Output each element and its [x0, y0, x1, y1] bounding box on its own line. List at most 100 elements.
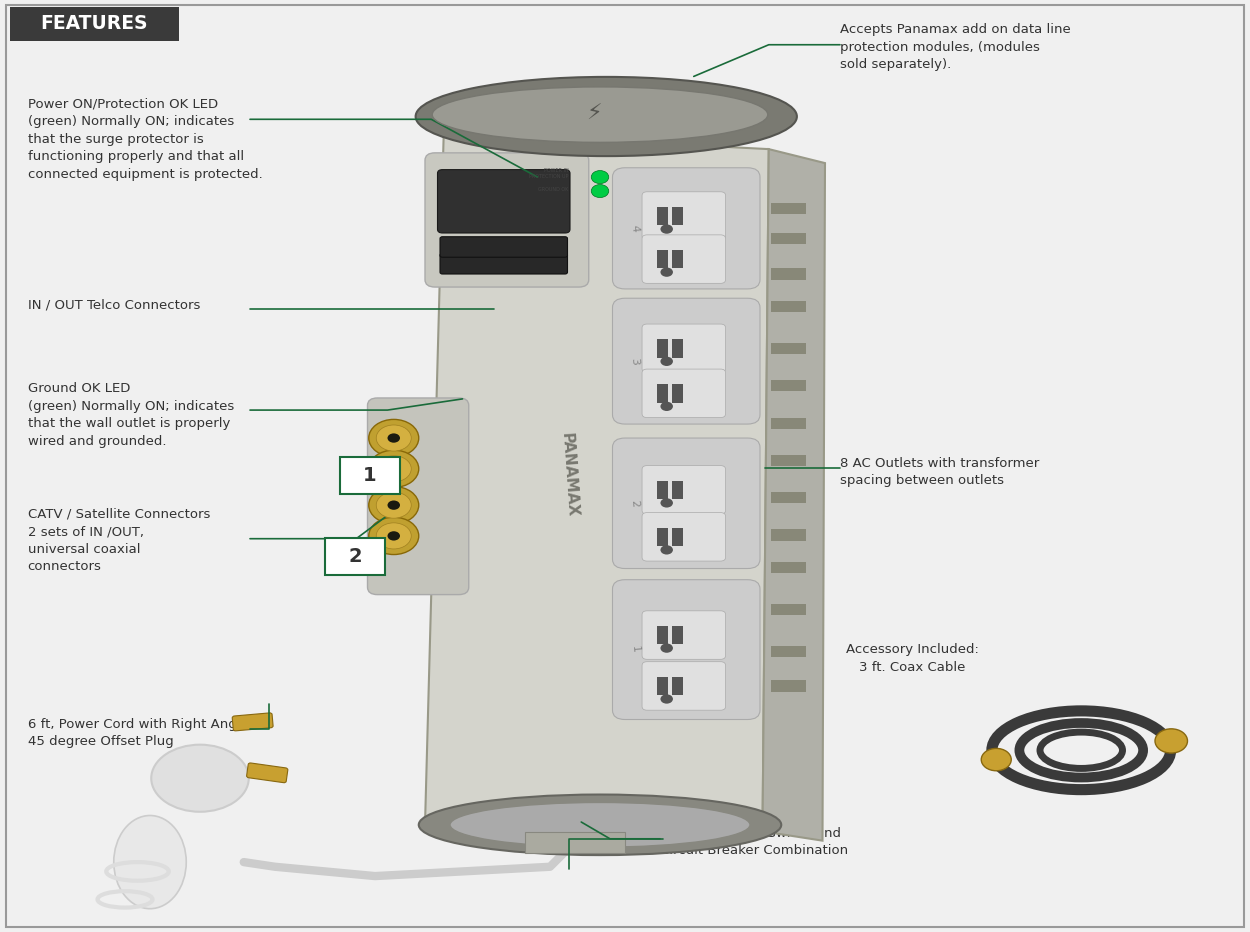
Bar: [771, 562, 806, 573]
Bar: [10, 7, 179, 41]
Circle shape: [660, 402, 672, 411]
Bar: [656, 339, 668, 358]
Circle shape: [981, 748, 1011, 771]
FancyBboxPatch shape: [232, 713, 272, 731]
Ellipse shape: [419, 794, 781, 856]
Bar: [771, 418, 806, 429]
Circle shape: [376, 492, 411, 518]
Text: 8 AC Outlets with transformer
spacing between outlets: 8 AC Outlets with transformer spacing be…: [840, 457, 1039, 487]
Bar: [771, 529, 806, 541]
Bar: [340, 457, 400, 494]
FancyBboxPatch shape: [642, 610, 725, 659]
FancyBboxPatch shape: [612, 168, 760, 289]
FancyBboxPatch shape: [612, 298, 760, 424]
Circle shape: [376, 456, 411, 482]
Bar: [656, 384, 668, 403]
Text: CATV / Satellite Connectors
2 sets of IN /OUT,
universal coaxial
connectors: CATV / Satellite Connectors 2 sets of IN…: [28, 508, 210, 573]
Text: GROUND OK: GROUND OK: [539, 186, 569, 192]
Circle shape: [388, 531, 400, 541]
Text: 2: 2: [349, 547, 361, 566]
Bar: [525, 832, 625, 853]
Polygon shape: [425, 132, 769, 831]
Bar: [671, 339, 682, 358]
Text: 2: 2: [630, 500, 640, 507]
Text: ⚡: ⚡: [586, 103, 601, 124]
Text: 6 ft, Power Cord with Right Angle
45 degree Offset Plug: 6 ft, Power Cord with Right Angle 45 deg…: [28, 718, 249, 748]
Bar: [771, 455, 806, 466]
Circle shape: [660, 267, 672, 277]
Bar: [771, 604, 806, 615]
Circle shape: [388, 464, 400, 473]
Text: 4: 4: [630, 225, 640, 232]
Text: 1: 1: [630, 646, 640, 653]
Text: 1: 1: [364, 466, 376, 485]
Bar: [656, 481, 668, 500]
Ellipse shape: [114, 816, 186, 909]
Ellipse shape: [432, 87, 768, 143]
FancyBboxPatch shape: [438, 170, 570, 233]
FancyBboxPatch shape: [440, 237, 568, 257]
Circle shape: [591, 185, 609, 198]
Bar: [771, 233, 806, 244]
Bar: [771, 343, 806, 354]
Circle shape: [369, 450, 419, 487]
Bar: [671, 384, 682, 403]
FancyBboxPatch shape: [440, 254, 568, 274]
Circle shape: [369, 487, 419, 524]
FancyBboxPatch shape: [642, 235, 725, 283]
Text: IN / OUT Telco Connectors: IN / OUT Telco Connectors: [28, 298, 200, 311]
Circle shape: [591, 171, 609, 184]
Bar: [656, 207, 668, 226]
Circle shape: [660, 694, 672, 704]
FancyBboxPatch shape: [642, 662, 725, 710]
Circle shape: [388, 500, 400, 510]
Bar: [671, 250, 682, 268]
Bar: [771, 680, 806, 692]
Circle shape: [388, 433, 400, 443]
Ellipse shape: [151, 745, 249, 812]
Bar: [671, 625, 682, 644]
FancyBboxPatch shape: [246, 763, 288, 783]
Bar: [325, 538, 385, 575]
Bar: [656, 528, 668, 546]
Text: POWER IN
PROTECTION UP: POWER IN PROTECTION UP: [530, 168, 569, 179]
Bar: [656, 250, 668, 268]
Circle shape: [1155, 729, 1188, 753]
Circle shape: [660, 499, 672, 508]
FancyBboxPatch shape: [612, 438, 760, 569]
Ellipse shape: [415, 77, 798, 156]
Ellipse shape: [450, 802, 750, 847]
Bar: [671, 481, 682, 500]
Bar: [771, 203, 806, 214]
FancyBboxPatch shape: [642, 192, 725, 240]
Circle shape: [376, 425, 411, 451]
Polygon shape: [762, 149, 825, 841]
Bar: [771, 646, 806, 657]
Bar: [671, 207, 682, 226]
Bar: [671, 528, 682, 546]
Circle shape: [369, 517, 419, 555]
Circle shape: [660, 357, 672, 366]
Circle shape: [660, 225, 672, 234]
Bar: [671, 677, 682, 695]
Text: Ground OK LED
(green) Normally ON; indicates
that the wall outlet is properly
wi: Ground OK LED (green) Normally ON; indic…: [28, 382, 234, 447]
Text: FEATURES: FEATURES: [41, 14, 149, 34]
FancyBboxPatch shape: [612, 580, 760, 720]
Text: Power ON/Protection OK LED
(green) Normally ON; indicates
that the surge protect: Power ON/Protection OK LED (green) Norma…: [28, 98, 262, 181]
Bar: [771, 380, 806, 391]
Circle shape: [660, 643, 672, 652]
FancyBboxPatch shape: [368, 398, 469, 595]
Bar: [771, 268, 806, 280]
FancyBboxPatch shape: [642, 324, 725, 373]
Text: PANAMAX: PANAMAX: [559, 432, 579, 518]
Text: Accepts Panamax add on data line
protection modules, (modules
sold separately).: Accepts Panamax add on data line protect…: [840, 23, 1071, 72]
FancyBboxPatch shape: [425, 153, 589, 287]
Circle shape: [660, 545, 672, 555]
FancyBboxPatch shape: [642, 513, 725, 561]
Circle shape: [369, 419, 419, 457]
Bar: [656, 677, 668, 695]
FancyBboxPatch shape: [642, 369, 725, 418]
Text: 3: 3: [630, 357, 640, 365]
FancyBboxPatch shape: [642, 466, 725, 514]
Bar: [656, 625, 668, 644]
